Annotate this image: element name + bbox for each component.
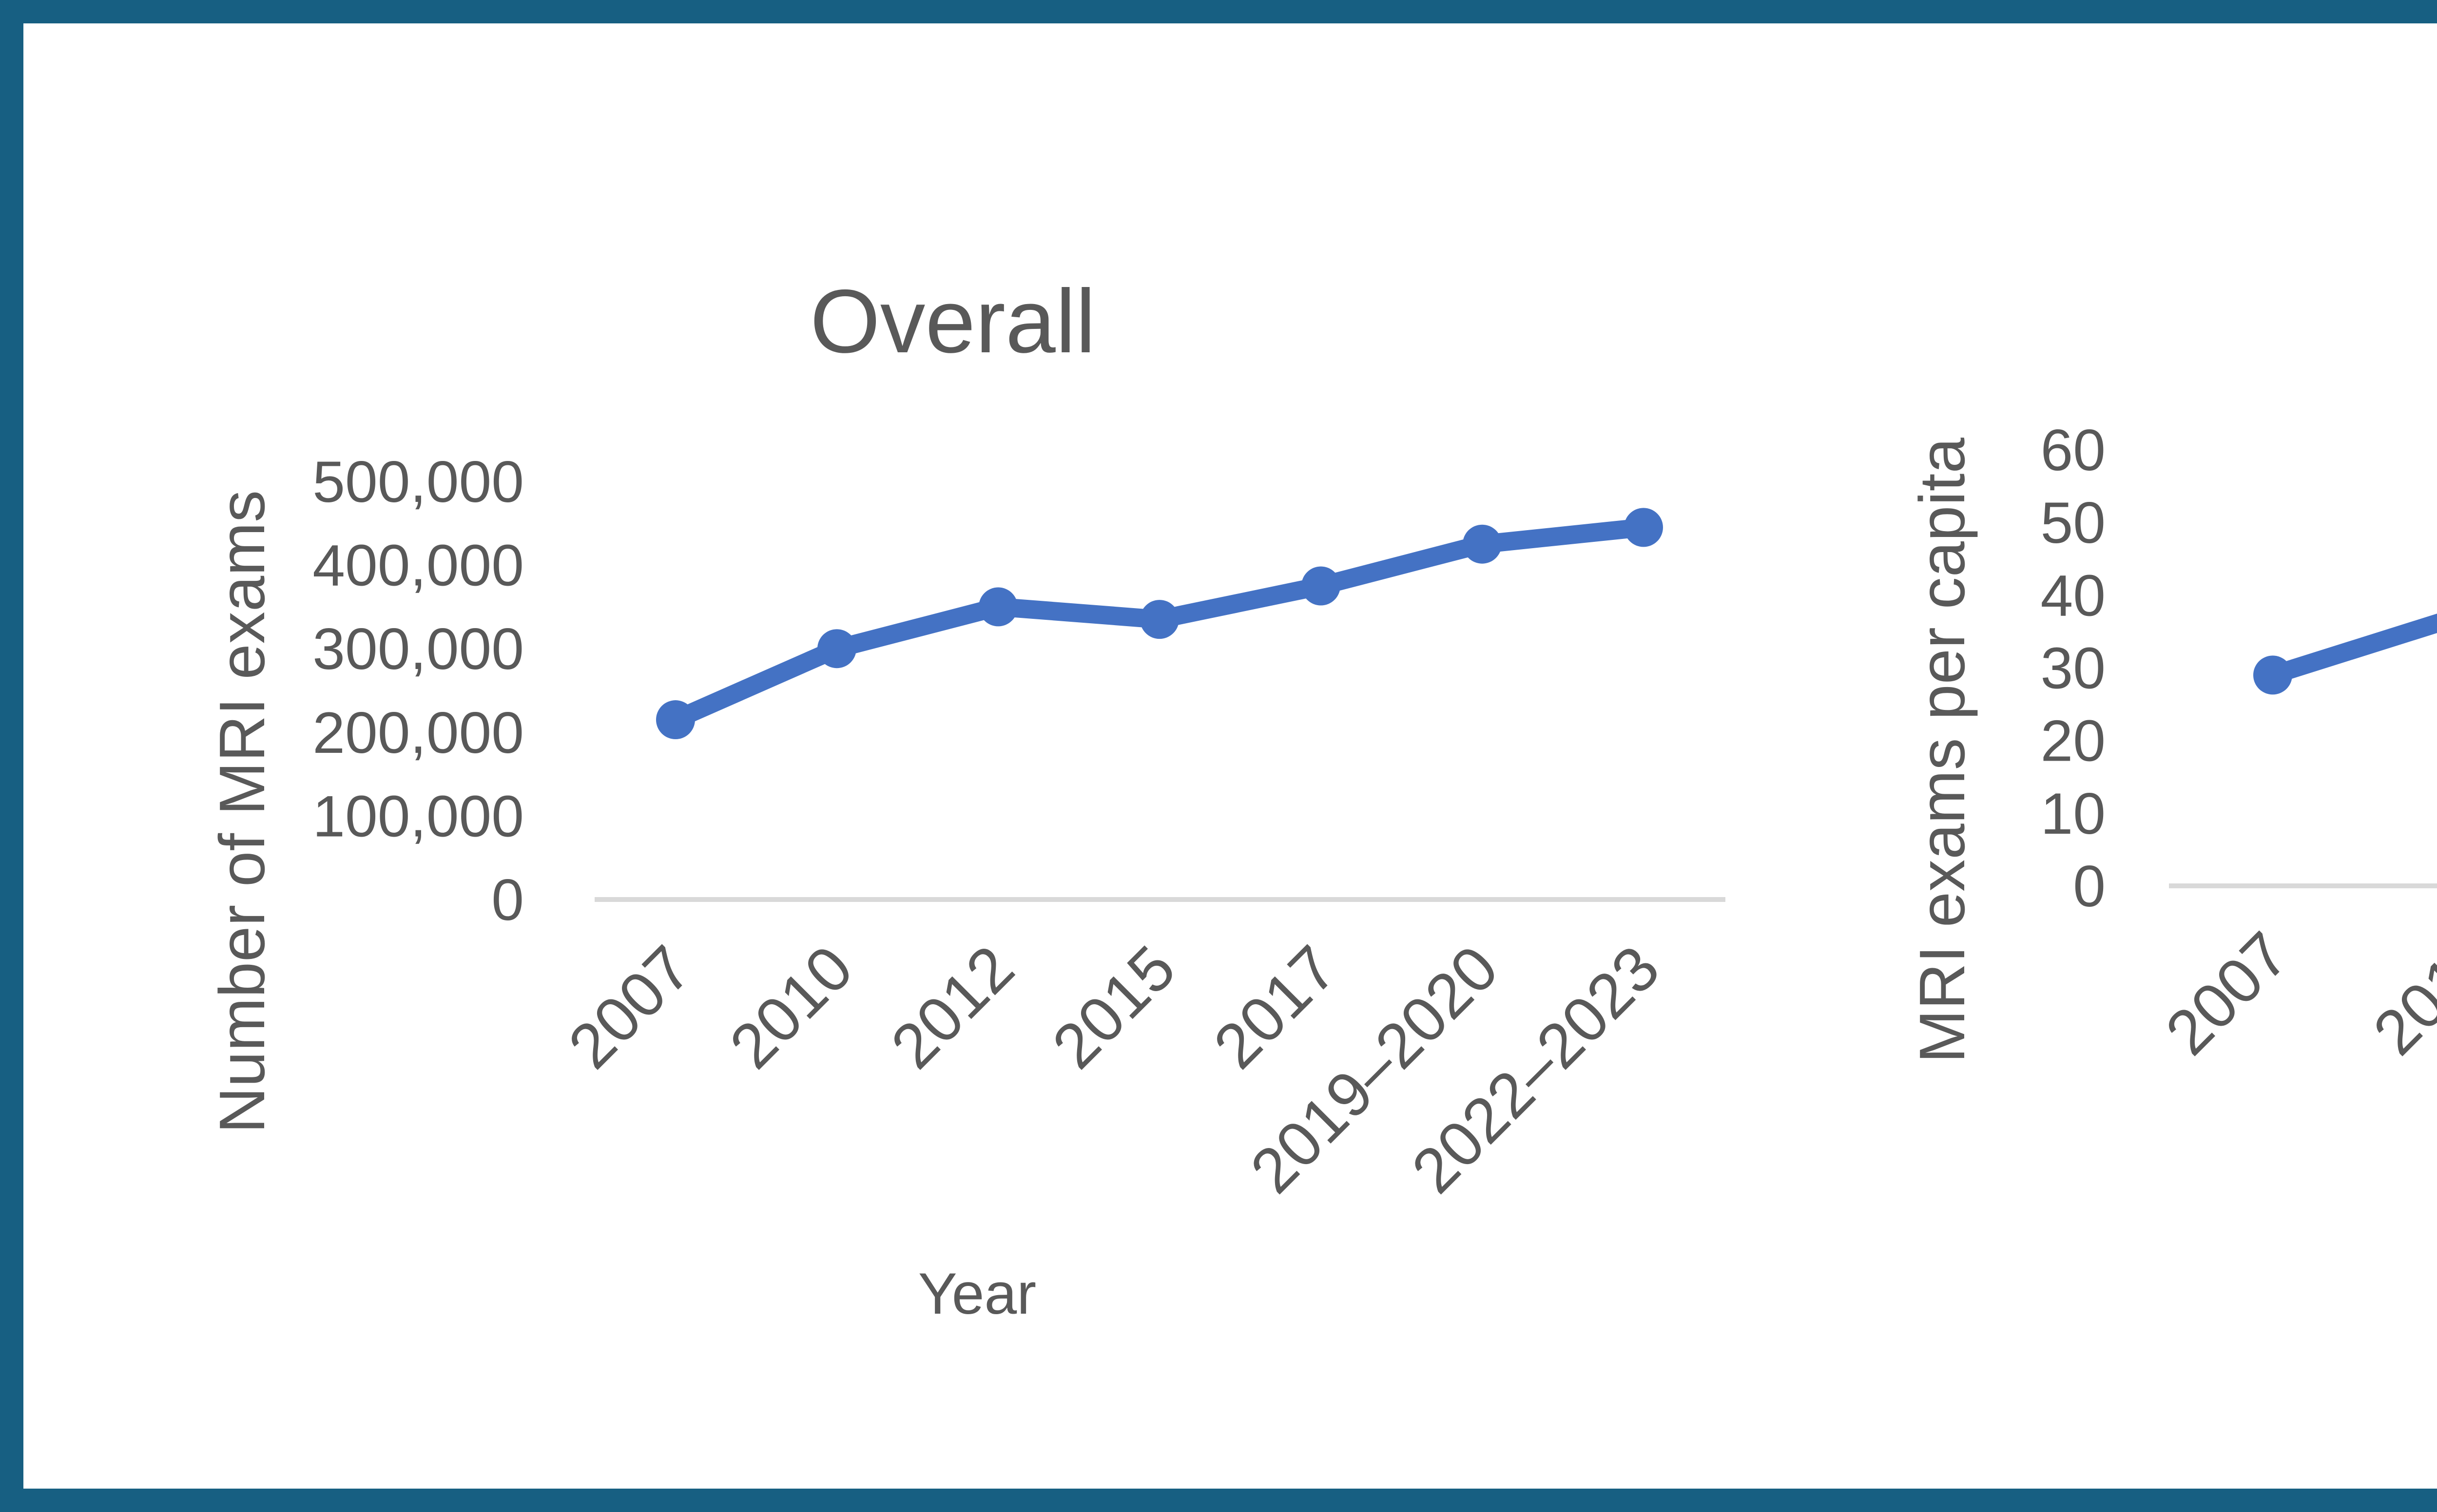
- y-tick-label: 30: [2041, 636, 2106, 701]
- x-tick-label: 2015: [1039, 932, 1189, 1082]
- y-tick-label: 300,000: [312, 616, 524, 682]
- data-point: [656, 700, 695, 740]
- x-tick-label: 2017: [1200, 932, 1350, 1082]
- y-tick-label: 0: [2073, 854, 2106, 919]
- x-tick-label: 2010: [716, 932, 866, 1082]
- y-tick-label: 10: [2041, 781, 2106, 846]
- y-tick-label: 400,000: [312, 533, 524, 598]
- data-line: [2263, 613, 2437, 685]
- data-point: [2253, 655, 2292, 695]
- data-point: [1463, 524, 1502, 564]
- y-tick-label: 100,000: [312, 784, 524, 849]
- x-tick-label: 2007: [2152, 919, 2302, 1069]
- y-axis-title-per-capita: MRI exams per capita: [1906, 438, 1978, 1063]
- data-point: [817, 629, 856, 669]
- y-tick-label: 20: [2041, 708, 2106, 774]
- x-tick-label: 2012: [877, 932, 1027, 1082]
- y-tick-label: 60: [2041, 418, 2106, 483]
- y-tick-label: 50: [2041, 490, 2106, 555]
- data-point: [979, 587, 1018, 627]
- x-axis-title-per-capita: Year: [2435, 1252, 2437, 1335]
- x-tick-label: 2007: [555, 932, 705, 1082]
- x-tick-label: 2010: [2360, 919, 2437, 1069]
- y-tick-label: 200,000: [312, 700, 524, 766]
- y-tick-label: 500,000: [312, 449, 524, 515]
- chart-overall: 0 100,000 200,000 300,000 400,000 500,000 2007…: [312, 449, 1725, 1206]
- x-axis-title-overall: Year: [918, 1261, 1037, 1326]
- y-axis-title-overall: Number of MRI exams: [206, 490, 278, 1134]
- y-tick-label: 40: [2041, 563, 2106, 628]
- chart-title-per-capita: Per capita: [2258, 224, 2437, 341]
- data-point: [1301, 566, 1340, 606]
- chart-per-capita: 0102030405060200720102012201520172019–20…: [2041, 418, 2437, 1069]
- y-tick-label: 0: [491, 867, 524, 933]
- chart-title-overall: Overall: [810, 271, 1096, 372]
- data-point: [1140, 600, 1179, 639]
- data-point: [1624, 508, 1663, 547]
